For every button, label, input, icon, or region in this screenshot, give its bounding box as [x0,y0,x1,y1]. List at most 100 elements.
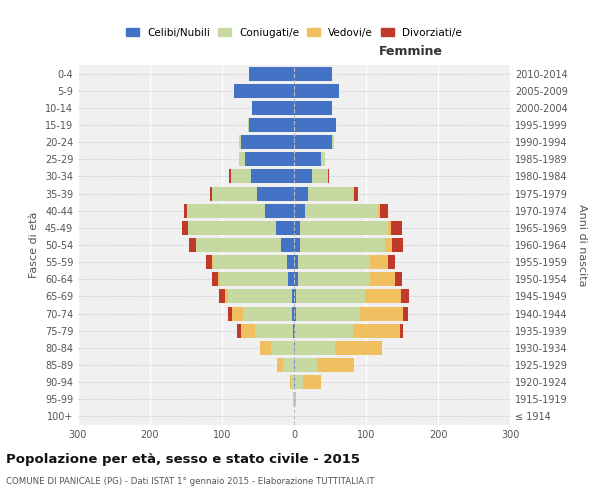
Bar [251,170,294,183]
Bar [288,272,294,286]
Bar [353,324,400,338]
Bar [294,221,300,235]
Bar [229,306,232,320]
Bar [380,204,388,218]
Bar [196,238,281,252]
Bar [294,392,295,406]
Bar [400,324,403,338]
Bar [370,255,388,269]
Bar [229,170,230,183]
Bar [234,84,294,98]
Legend: Celibi/Nubili, Coniugati/e, Vedovi/e, Divorziati/e: Celibi/Nubili, Coniugati/e, Vedovi/e, Di… [122,24,466,42]
Bar [300,238,385,252]
Bar [220,272,288,286]
Bar [298,272,370,286]
Bar [308,186,353,200]
Bar [294,170,312,183]
Bar [265,204,294,218]
Bar [184,204,187,218]
Bar [296,306,359,320]
Bar [294,84,340,98]
Bar [403,306,409,320]
Bar [230,170,251,183]
Bar [281,238,294,252]
Bar [182,221,188,235]
Bar [241,135,294,149]
Bar [302,375,320,389]
Bar [225,290,229,304]
Bar [212,255,214,269]
Bar [317,358,355,372]
Bar [294,255,298,269]
Bar [295,375,302,389]
Bar [378,204,380,218]
Bar [293,324,294,338]
Bar [300,221,388,235]
Bar [287,255,294,269]
Bar [232,306,243,320]
Bar [298,255,370,269]
Bar [257,186,294,200]
Bar [294,324,295,338]
Bar [188,221,276,235]
Bar [294,152,322,166]
Bar [187,204,265,218]
Bar [391,221,402,235]
Bar [335,341,382,355]
Bar [218,272,220,286]
Bar [248,118,294,132]
Bar [292,306,294,320]
Bar [385,238,392,252]
Bar [241,324,255,338]
Bar [290,375,291,389]
Bar [237,324,241,338]
Bar [312,170,328,183]
Bar [212,186,257,200]
Bar [353,186,355,200]
Bar [206,255,212,269]
Text: Femmine: Femmine [379,45,443,58]
Bar [189,238,196,252]
Bar [328,170,329,183]
Bar [294,204,305,218]
Bar [332,135,334,149]
Text: COMUNE DI PANICALE (PG) - Dati ISTAT 1° gennaio 2015 - Elaborazione TUTTITALIA.I: COMUNE DI PANICALE (PG) - Dati ISTAT 1° … [6,478,374,486]
Bar [294,101,332,115]
Bar [214,255,287,269]
Text: Popolazione per età, sesso e stato civile - 2015: Popolazione per età, sesso e stato civil… [6,452,360,466]
Bar [276,221,294,235]
Bar [294,290,296,304]
Bar [294,306,296,320]
Bar [293,392,294,406]
Bar [295,358,317,372]
Bar [295,392,296,406]
Bar [296,290,365,304]
Bar [294,135,332,149]
Bar [370,272,395,286]
Y-axis label: Anni di nascita: Anni di nascita [577,204,587,286]
Bar [252,101,294,115]
Bar [294,358,295,372]
Bar [212,272,218,286]
Bar [277,358,283,372]
Bar [229,290,292,304]
Bar [283,358,294,372]
Bar [295,341,335,355]
Bar [260,341,271,355]
Bar [292,290,294,304]
Bar [294,118,336,132]
Bar [294,375,295,389]
Bar [294,186,308,200]
Bar [239,152,245,166]
Bar [295,324,353,338]
Bar [294,66,332,80]
Bar [248,66,294,80]
Bar [355,186,358,200]
Bar [271,341,294,355]
Bar [305,204,378,218]
Bar [291,375,294,389]
Bar [401,290,409,304]
Bar [359,306,403,320]
Bar [388,221,391,235]
Bar [245,152,294,166]
